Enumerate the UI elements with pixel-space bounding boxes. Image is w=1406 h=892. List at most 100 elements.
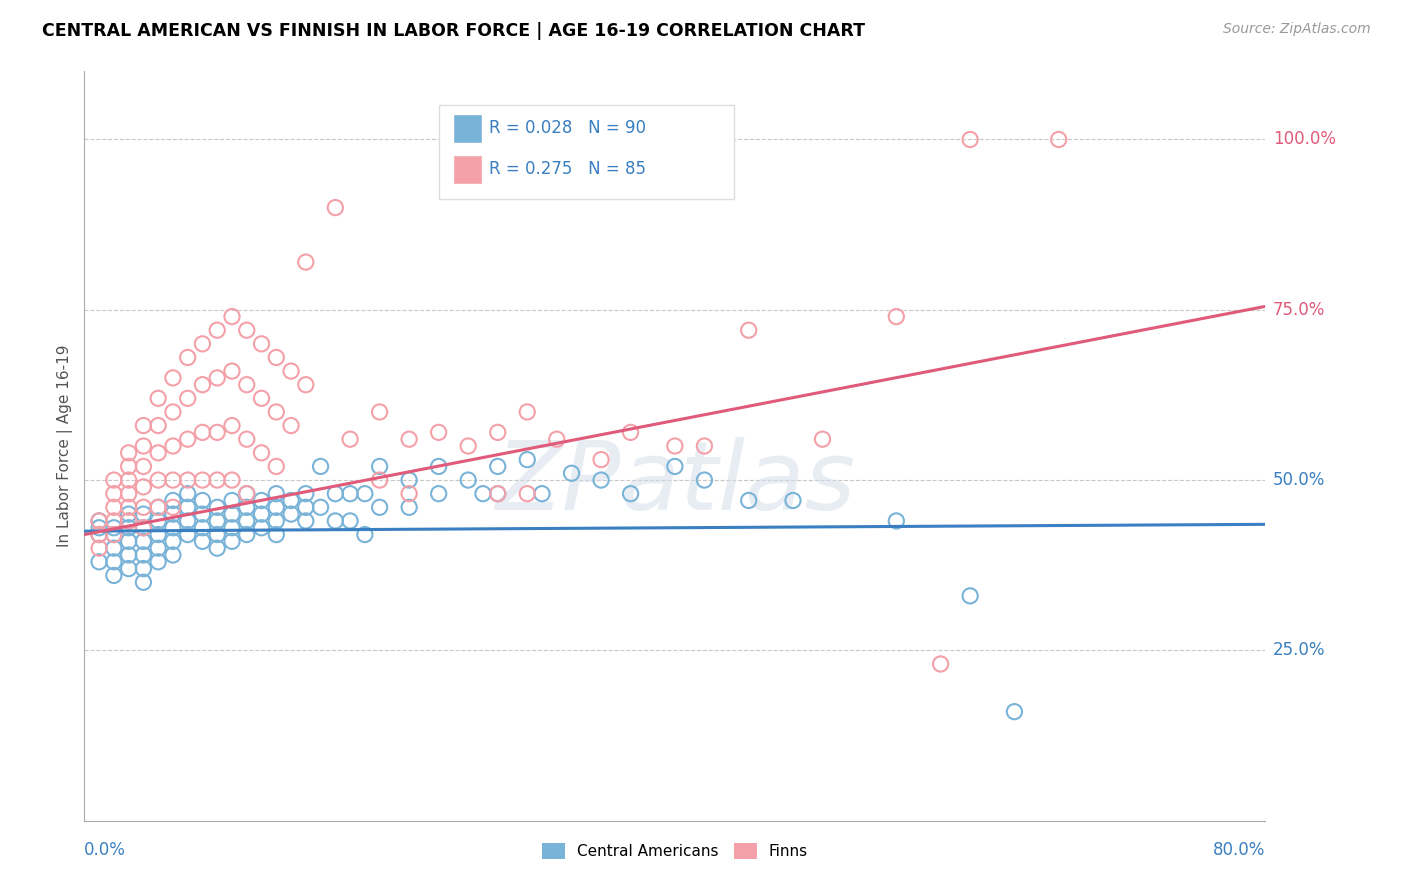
- Point: [250, 521, 273, 535]
- Point: [118, 446, 141, 460]
- Point: [132, 459, 155, 474]
- Point: [118, 561, 141, 575]
- Point: [118, 534, 141, 549]
- Point: [103, 486, 125, 500]
- Point: [207, 425, 229, 440]
- Point: [266, 500, 288, 515]
- Point: [148, 500, 170, 515]
- Point: [132, 439, 155, 453]
- Point: [162, 548, 184, 562]
- Point: [118, 473, 141, 487]
- Point: [457, 439, 479, 453]
- Point: [103, 527, 125, 541]
- Point: [87, 527, 111, 541]
- Text: 50.0%: 50.0%: [1272, 471, 1326, 489]
- Point: [486, 486, 509, 500]
- Point: [103, 521, 125, 535]
- Point: [132, 500, 155, 515]
- Point: [148, 500, 170, 515]
- Point: [148, 541, 170, 556]
- Point: [591, 452, 613, 467]
- Text: CENTRAL AMERICAN VS FINNISH IN LABOR FORCE | AGE 16-19 CORRELATION CHART: CENTRAL AMERICAN VS FINNISH IN LABOR FOR…: [42, 22, 865, 40]
- Point: [118, 507, 141, 521]
- Point: [103, 527, 125, 541]
- Point: [266, 514, 288, 528]
- Point: [236, 486, 259, 500]
- Text: 80.0%: 80.0%: [1213, 841, 1265, 859]
- Point: [118, 514, 141, 528]
- Point: [103, 500, 125, 515]
- Point: [221, 534, 243, 549]
- Point: [148, 418, 170, 433]
- Point: [103, 473, 125, 487]
- Point: [103, 555, 125, 569]
- Point: [221, 473, 243, 487]
- Point: [87, 521, 111, 535]
- Point: [738, 323, 761, 337]
- Point: [177, 392, 200, 406]
- Point: [148, 392, 170, 406]
- Point: [339, 514, 361, 528]
- Point: [959, 589, 981, 603]
- Point: [177, 500, 200, 515]
- Point: [148, 514, 170, 528]
- Point: [250, 336, 273, 351]
- Point: [162, 500, 184, 515]
- Point: [191, 534, 214, 549]
- Point: [177, 486, 200, 500]
- Point: [959, 132, 981, 146]
- Point: [811, 432, 834, 446]
- Point: [1004, 705, 1026, 719]
- Point: [148, 527, 170, 541]
- Text: R = 0.275   N = 85: R = 0.275 N = 85: [489, 160, 647, 178]
- Point: [250, 446, 273, 460]
- Point: [221, 364, 243, 378]
- Point: [266, 486, 288, 500]
- Point: [266, 351, 288, 365]
- Point: [398, 486, 420, 500]
- Point: [207, 473, 229, 487]
- Point: [118, 459, 141, 474]
- Point: [118, 486, 141, 500]
- Point: [221, 507, 243, 521]
- Point: [177, 514, 200, 528]
- Point: [398, 500, 420, 515]
- Point: [591, 473, 613, 487]
- Point: [295, 500, 318, 515]
- Point: [354, 486, 377, 500]
- Point: [221, 418, 243, 433]
- Text: R = 0.028   N = 90: R = 0.028 N = 90: [489, 119, 647, 136]
- Point: [295, 377, 318, 392]
- Point: [309, 500, 332, 515]
- Point: [177, 473, 200, 487]
- Point: [87, 555, 111, 569]
- Text: Source: ZipAtlas.com: Source: ZipAtlas.com: [1223, 22, 1371, 37]
- Point: [132, 418, 155, 433]
- Point: [886, 514, 908, 528]
- Point: [148, 473, 170, 487]
- Point: [693, 473, 716, 487]
- Point: [295, 514, 318, 528]
- Point: [103, 568, 125, 582]
- Point: [266, 459, 288, 474]
- Text: 75.0%: 75.0%: [1272, 301, 1326, 318]
- Point: [295, 486, 318, 500]
- Point: [368, 473, 391, 487]
- Point: [162, 521, 184, 535]
- Point: [266, 405, 288, 419]
- Point: [620, 486, 643, 500]
- Point: [325, 514, 347, 528]
- Point: [929, 657, 952, 671]
- Point: [368, 405, 391, 419]
- Point: [118, 500, 141, 515]
- Point: [207, 371, 229, 385]
- Point: [221, 521, 243, 535]
- Point: [531, 486, 554, 500]
- Point: [486, 486, 509, 500]
- Point: [162, 493, 184, 508]
- Point: [339, 486, 361, 500]
- Point: [132, 534, 155, 549]
- Text: 100.0%: 100.0%: [1272, 130, 1336, 148]
- Point: [368, 500, 391, 515]
- FancyBboxPatch shape: [453, 155, 482, 184]
